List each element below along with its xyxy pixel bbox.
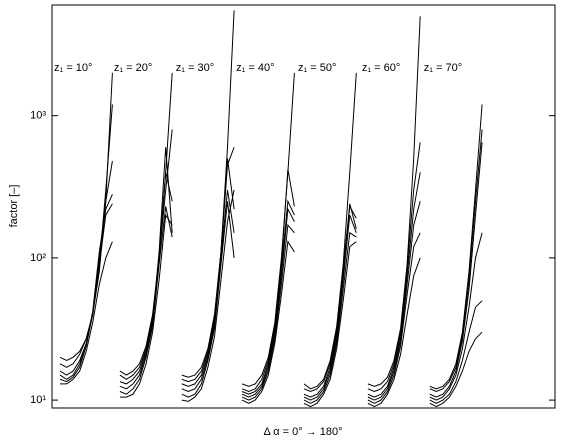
data-line: [241, 240, 295, 404]
data-line: [429, 129, 483, 393]
data-line: [303, 214, 357, 401]
group-label: z₁ = 10°: [54, 62, 92, 74]
data-line: [181, 10, 235, 378]
data-line: [241, 207, 295, 398]
data-line: [367, 142, 421, 393]
data-line: [241, 199, 295, 395]
data-line: [429, 142, 483, 398]
data-line: [119, 129, 173, 380]
plot-frame: [51, 4, 556, 409]
data-line: [367, 201, 421, 401]
data-line: [367, 16, 421, 387]
group-label: z₁ = 30°: [176, 62, 214, 74]
data-line: [429, 104, 483, 390]
data-line: [59, 194, 113, 380]
data-line: [119, 147, 173, 385]
data-line: [303, 241, 357, 408]
data-line: [181, 189, 235, 393]
data-line: [303, 72, 357, 390]
data-line: [429, 331, 483, 408]
data-line: [59, 203, 113, 383]
data-line: [367, 172, 421, 398]
data-line: [59, 104, 113, 368]
data-line: [241, 169, 295, 393]
data-line: [181, 189, 235, 402]
x-axis-label: Δ α = 0° → 180°: [263, 426, 342, 438]
y-tick-label: 10²: [30, 252, 46, 264]
data-line: [241, 223, 295, 401]
data-line: [367, 232, 421, 404]
group-label: z₁ = 20°: [114, 62, 152, 74]
data-line: [181, 158, 235, 387]
data-line: [303, 231, 357, 404]
group-label: z₁ = 70°: [424, 62, 462, 74]
data-line: [181, 201, 235, 398]
group-label: z₁ = 40°: [236, 62, 274, 74]
data-line: [429, 300, 483, 404]
data-line: [119, 172, 173, 390]
y-tick-label: 10³: [30, 110, 46, 122]
group-label: z₁ = 50°: [298, 62, 336, 74]
data-line: [367, 257, 421, 408]
data-line: [60, 241, 113, 385]
data-line: [303, 204, 357, 393]
data-line: [241, 72, 295, 387]
group-label: z₁ = 60°: [362, 62, 400, 74]
y-axis-label: factor [–]: [8, 185, 20, 228]
y-tick-label: 10¹: [30, 394, 46, 406]
data-line: [429, 232, 483, 401]
data-line: [119, 213, 173, 398]
data-line: [119, 206, 173, 395]
data-line: [303, 203, 357, 398]
